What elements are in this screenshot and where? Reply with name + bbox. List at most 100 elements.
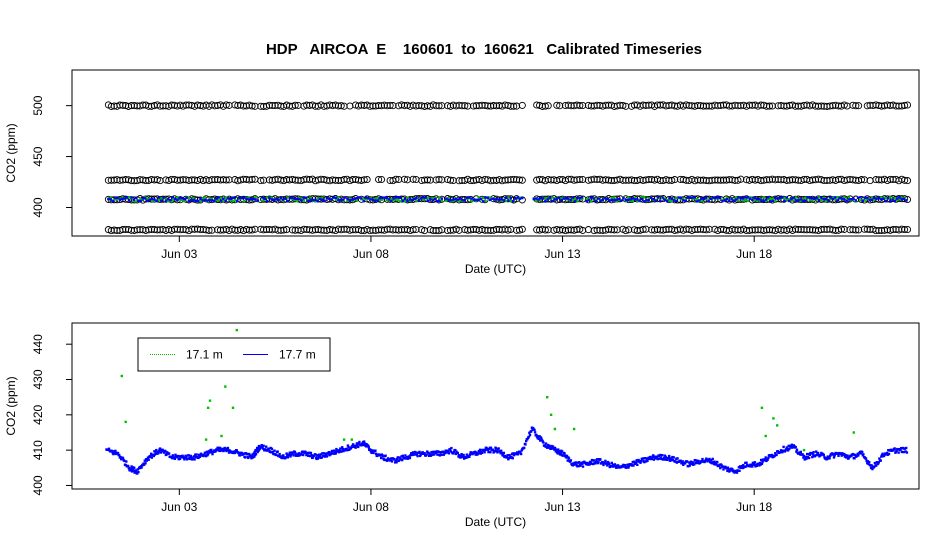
- data-point: [440, 197, 443, 200]
- data-point: [746, 199, 749, 202]
- data-point: [444, 449, 447, 452]
- data-point: [687, 465, 690, 468]
- calibration-point: [639, 225, 647, 234]
- data-point: [427, 451, 430, 454]
- data-point: [655, 456, 659, 459]
- data-point: [797, 199, 800, 202]
- data-point: [604, 459, 607, 463]
- data-point: [173, 456, 176, 459]
- calibration-point: [763, 176, 771, 184]
- data-point: [222, 197, 225, 200]
- data-point: [764, 198, 768, 201]
- data-point: [853, 457, 856, 460]
- data-point: [155, 199, 158, 202]
- data-point: [743, 465, 746, 469]
- data-point: [488, 196, 492, 199]
- calibration-point: [185, 176, 193, 184]
- data-point: [636, 199, 639, 203]
- data-point: [346, 199, 349, 202]
- x-axis-label: Date (UTC): [465, 262, 526, 276]
- data-point: [204, 452, 207, 455]
- data-point: [735, 198, 738, 201]
- data-point: [778, 196, 782, 200]
- calibration-point: [469, 102, 478, 110]
- data-point: [544, 445, 547, 448]
- data-point: [679, 198, 683, 201]
- calibration-point: [748, 175, 756, 183]
- data-point: [231, 406, 235, 409]
- data-point: [702, 197, 706, 201]
- data-point: [448, 448, 452, 451]
- calibration-point: [883, 101, 891, 109]
- data-point: [160, 199, 163, 202]
- data-point: [613, 196, 616, 199]
- data-point: [431, 453, 435, 456]
- calibration-point: [849, 101, 857, 109]
- data-point: [831, 197, 834, 201]
- data-point: [795, 448, 799, 451]
- calibration-point: [852, 102, 860, 110]
- calibration-point: [559, 226, 567, 234]
- calibration-point: [504, 176, 512, 184]
- calibration-point: [515, 226, 524, 234]
- data-point: [303, 451, 306, 455]
- data-point: [847, 198, 851, 201]
- calibration-point: [423, 176, 432, 184]
- data-point: [226, 197, 230, 200]
- data-point: [574, 462, 577, 465]
- data-point: [205, 450, 208, 454]
- data-point: [574, 197, 577, 201]
- data-point: [215, 198, 218, 202]
- data-point: [231, 196, 234, 199]
- calibration-point: [366, 102, 374, 110]
- data-point: [250, 457, 253, 460]
- data-point: [261, 447, 265, 450]
- data-point: [875, 461, 878, 464]
- data-point: [502, 199, 506, 202]
- data-point: [114, 196, 117, 200]
- data-point: [866, 196, 869, 200]
- data-point: [213, 199, 216, 203]
- data-point: [135, 469, 138, 472]
- data-point: [786, 447, 789, 450]
- data-point: [461, 199, 464, 202]
- data-point: [208, 399, 212, 402]
- data-point: [111, 200, 115, 203]
- calibration-point: [162, 226, 170, 234]
- data-point: [295, 197, 299, 200]
- data-point: [782, 445, 785, 449]
- data-point: [286, 196, 289, 199]
- data-point: [817, 196, 821, 199]
- data-point: [880, 455, 883, 458]
- data-point: [225, 449, 228, 453]
- data-point: [390, 460, 394, 463]
- data-point: [670, 197, 673, 201]
- calibration-point: [331, 101, 340, 109]
- data-point: [590, 462, 593, 465]
- data-point: [433, 197, 437, 201]
- calibration-point: [346, 102, 354, 110]
- data-point: [548, 197, 552, 201]
- data-point: [438, 196, 441, 199]
- data-point: [684, 199, 687, 203]
- data-point: [425, 453, 428, 456]
- data-point: [284, 197, 287, 200]
- calibration-point: [852, 226, 860, 234]
- data-point: [174, 453, 177, 456]
- data-point: [762, 196, 765, 199]
- data-point: [695, 200, 699, 203]
- data-point: [621, 465, 624, 468]
- data-point: [893, 199, 897, 203]
- data-point: [601, 198, 604, 202]
- data-point: [199, 197, 202, 200]
- data-point: [730, 197, 733, 200]
- data-point: [534, 199, 538, 203]
- data-point: [465, 196, 469, 199]
- data-point: [316, 199, 319, 203]
- data-point: [776, 450, 779, 453]
- calibration-point: [898, 225, 906, 233]
- data-point: [208, 449, 212, 452]
- data-point: [185, 196, 188, 200]
- data-point: [500, 198, 503, 201]
- data-point: [495, 198, 499, 201]
